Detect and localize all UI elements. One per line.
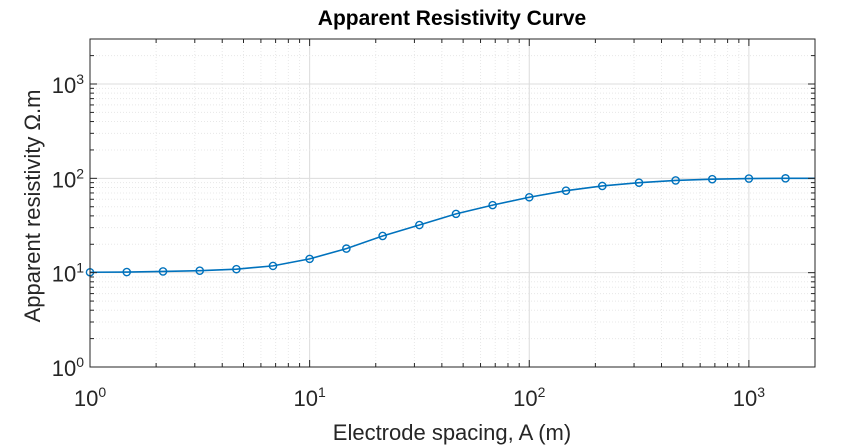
y-tick-label: 102	[52, 165, 84, 192]
data-point-marker	[195, 266, 205, 275]
data-point-marker	[707, 174, 717, 184]
plot-area-border	[89, 38, 816, 368]
data-point-marker	[305, 254, 314, 264]
chart-title: Apparent Resistivity Curve	[318, 7, 586, 30]
data-point-marker	[122, 267, 132, 277]
data-markers	[85, 174, 790, 277]
x-tick-label: 101	[293, 384, 325, 411]
x-tick-labels: 100 101 102 103	[74, 384, 765, 411]
data-point-marker	[671, 176, 680, 185]
x-tick-label: 102	[513, 384, 545, 411]
x-tick-label: 103	[733, 384, 765, 411]
data-point-marker	[634, 178, 644, 187]
data-point-marker	[781, 174, 790, 183]
y-tick-label: 101	[52, 260, 84, 287]
series-line-layer	[89, 177, 815, 274]
data-point-marker	[744, 174, 754, 183]
data-point-marker	[158, 267, 168, 276]
series-line	[89, 177, 815, 274]
y-tick-label: 100	[52, 354, 84, 381]
x-tick-label: 100	[74, 384, 106, 411]
y-tick-label: 103	[52, 71, 84, 98]
data-point-marker	[488, 200, 497, 210]
data-point-marker	[524, 192, 534, 202]
y-tick-labels: 100 101 102 103	[52, 71, 84, 381]
grid	[89, 38, 816, 368]
y-axis-label: Apparent resistivity Ω.m	[20, 90, 45, 323]
data-point-marker	[415, 220, 424, 230]
x-axis-label: Electrode spacing, A (m)	[333, 420, 571, 445]
data-point-marker	[597, 181, 607, 191]
data-point-marker	[561, 186, 571, 195]
data-point-marker	[232, 264, 241, 274]
data-point-marker	[268, 261, 278, 271]
data-point-marker	[451, 209, 461, 219]
data-point-marker	[378, 231, 387, 241]
tick-marks	[89, 38, 816, 368]
data-point-marker	[342, 244, 351, 253]
